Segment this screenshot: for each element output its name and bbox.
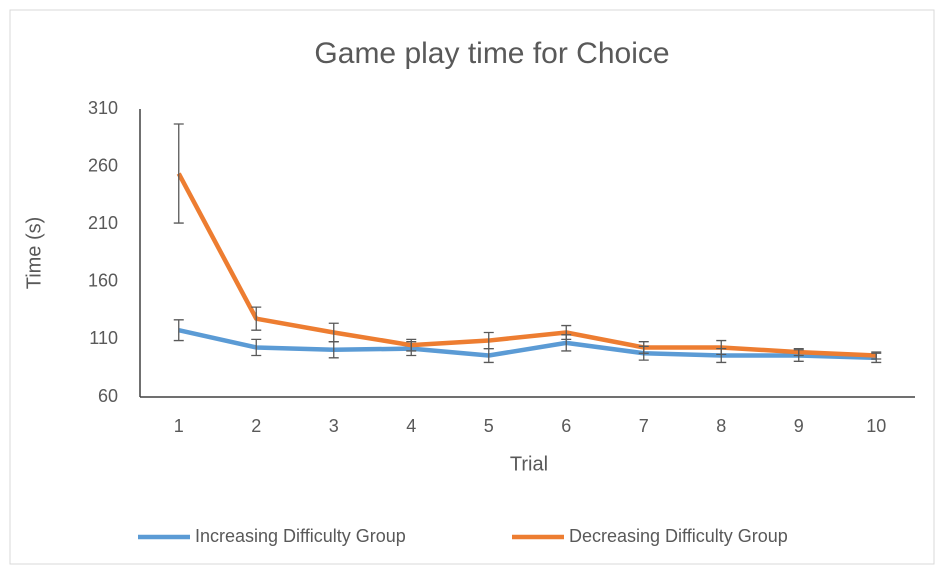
error-bar (251, 338, 262, 357)
error-bar (173, 123, 184, 224)
x-tick-label: 9 (794, 416, 804, 436)
y-axis-label: Time (s) (23, 217, 45, 290)
y-tick-label: 110 (89, 328, 118, 348)
series-line (176, 172, 877, 358)
series-line (178, 327, 877, 361)
x-tick-label: 3 (329, 416, 339, 436)
x-tick-label: 1 (174, 416, 184, 436)
x-tick-label: 6 (561, 416, 571, 436)
x-tick-label: 10 (866, 416, 886, 436)
x-axis-label: Trial (510, 453, 548, 475)
error-bar (251, 306, 262, 331)
error-bar (406, 338, 417, 352)
legend-label: Decreasing Difficulty Group (569, 526, 788, 546)
y-tick-label: 60 (98, 386, 118, 406)
error-bar (716, 339, 727, 356)
error-bar (173, 319, 184, 342)
y-tick-label: 310 (88, 98, 118, 118)
error-bar (871, 351, 882, 360)
x-tick-label: 7 (639, 416, 649, 436)
error-bar (793, 347, 804, 357)
error-bar (561, 324, 572, 341)
x-tick-label: 5 (484, 416, 494, 436)
chart-frame (9, 9, 935, 565)
error-bar (638, 341, 649, 354)
chart-title: Game play time for Choice (314, 37, 669, 70)
y-tick-label: 160 (88, 271, 118, 291)
y-tick-label: 260 (88, 155, 118, 175)
legend-label: Increasing Difficulty Group (195, 526, 406, 546)
x-tick-label: 4 (406, 416, 416, 436)
x-tick-label: 2 (251, 416, 261, 436)
y-tick-label: 210 (88, 213, 118, 233)
error-bar (483, 331, 494, 350)
error-bar (328, 322, 339, 343)
x-tick-label: 8 (716, 416, 726, 436)
